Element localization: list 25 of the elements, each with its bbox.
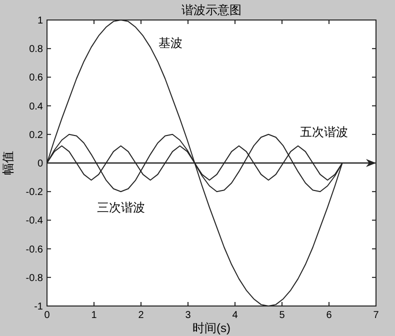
x-tick-label: 5 (279, 310, 286, 321)
y-tick-label: -1 (34, 302, 44, 312)
x-tick-label: 2 (138, 310, 144, 321)
x-tick-label: 3 (185, 310, 192, 321)
y-tick-label: 0.6 (29, 72, 44, 84)
x-tick-label: 1 (91, 310, 98, 321)
x-axis-title: 时间(s) (192, 321, 230, 335)
x-tick-label: 0 (44, 310, 50, 321)
x-tick-label: 7 (373, 310, 380, 321)
y-tick-label: 0.2 (29, 130, 44, 141)
y-tick-label: 1 (37, 16, 44, 26)
annotation: 五次谐波 (300, 124, 348, 139)
annotation: 三次谐波 (96, 200, 145, 215)
y-tick-label: 0.4 (29, 101, 44, 112)
annotation: 基波 (158, 36, 182, 50)
x-tick-label: 4 (232, 310, 238, 321)
y-axis-title: 幅值 (1, 151, 15, 175)
y-tick-label: -0.2 (26, 187, 44, 198)
x-tick-label: 6 (326, 310, 332, 321)
y-tick-label: -0.4 (26, 216, 44, 227)
chart-title: 谐波示意图 (182, 3, 242, 17)
y-tick-label: -0.6 (26, 244, 44, 256)
y-tick-label: -0.8 (26, 272, 44, 284)
y-tick-label: 0 (37, 158, 44, 170)
y-tick-label: 0.8 (29, 44, 44, 56)
